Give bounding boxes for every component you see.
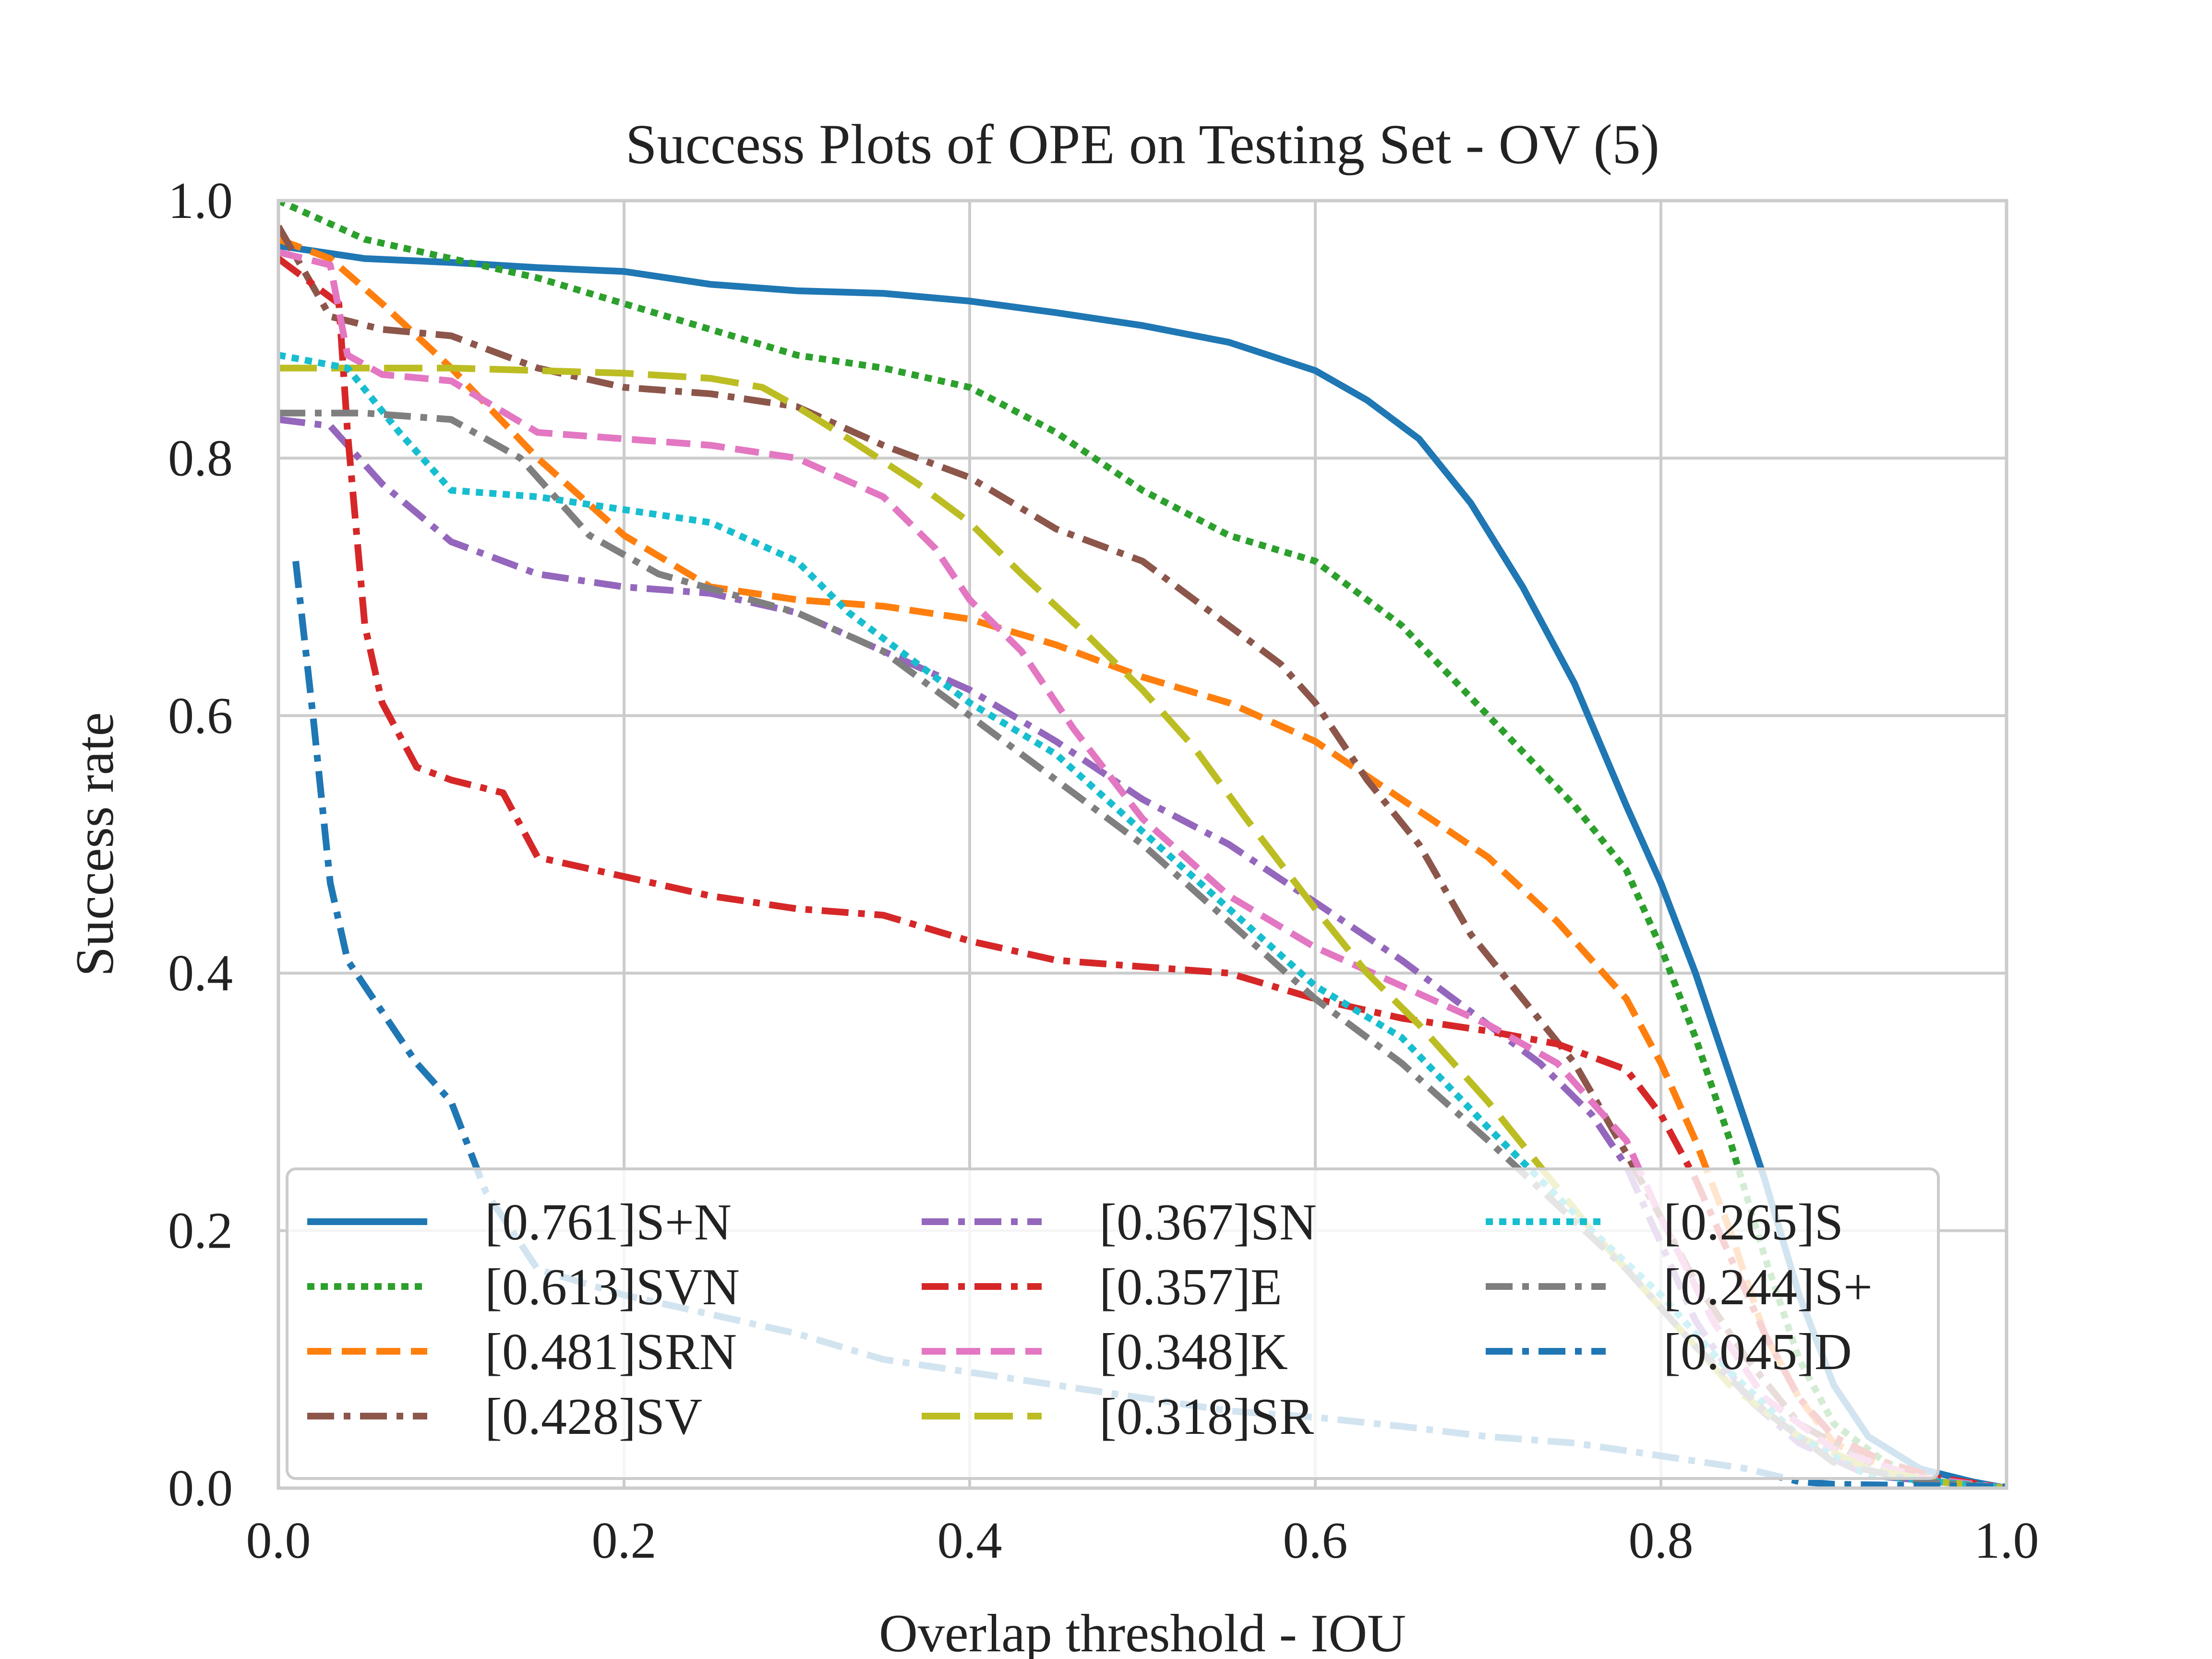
legend-label: [0.265]S [1663,1194,1843,1251]
legend-label: [0.428]SV [485,1388,702,1445]
legend-label: [0.045]D [1663,1323,1852,1381]
legend-label: [0.761]S+N [485,1194,732,1251]
legend-label: [0.481]SRN [485,1323,737,1381]
x-axis-label: Overlap threshold - IOU [879,1604,1406,1659]
x-tick-label: 0.0 [246,1512,311,1569]
legend-label: [0.318]SR [1099,1388,1314,1445]
y-axis-label: Success rate [65,712,125,976]
y-tick-label: 0.6 [168,687,233,745]
y-tick-label: 1.0 [168,172,233,229]
x-tick-label: 0.2 [592,1512,657,1569]
legend-box [286,1167,1940,1480]
legend-label: [0.244]S+ [1663,1259,1873,1316]
y-tick-label: 0.8 [168,430,233,487]
legend-label: [0.357]E [1099,1259,1282,1316]
legend-label: [0.367]SN [1099,1194,1317,1251]
legend-label: [0.348]K [1099,1323,1288,1381]
tick-labels: 0.0 0.2 0.4 0.6 0.8 1.0 0.0 0.2 0.4 0.6 0.8 1.0 [168,172,2039,1569]
x-tick-label: 0.4 [938,1512,1002,1569]
y-tick-label: 0.2 [168,1202,233,1260]
legend: [0.761]S+N [0.613]SVN [0.481]SRN [0.428]SV [… [286,1167,1940,1480]
y-tick-label: 0.0 [168,1460,233,1517]
legend-label: [0.613]SVN [485,1259,740,1316]
series-line-9 [278,409,2007,1488]
x-tick-label: 0.6 [1283,1512,1348,1569]
y-tick-label: 0.4 [168,945,233,1002]
x-tick-label: 0.8 [1629,1512,1694,1569]
plot-frame [276,199,2008,1490]
chart-title: Success Plots of OPE on Testing Set - OV… [625,113,1659,176]
x-tick-label: 1.0 [1974,1512,2039,1569]
series-line-8 [278,351,2007,1488]
